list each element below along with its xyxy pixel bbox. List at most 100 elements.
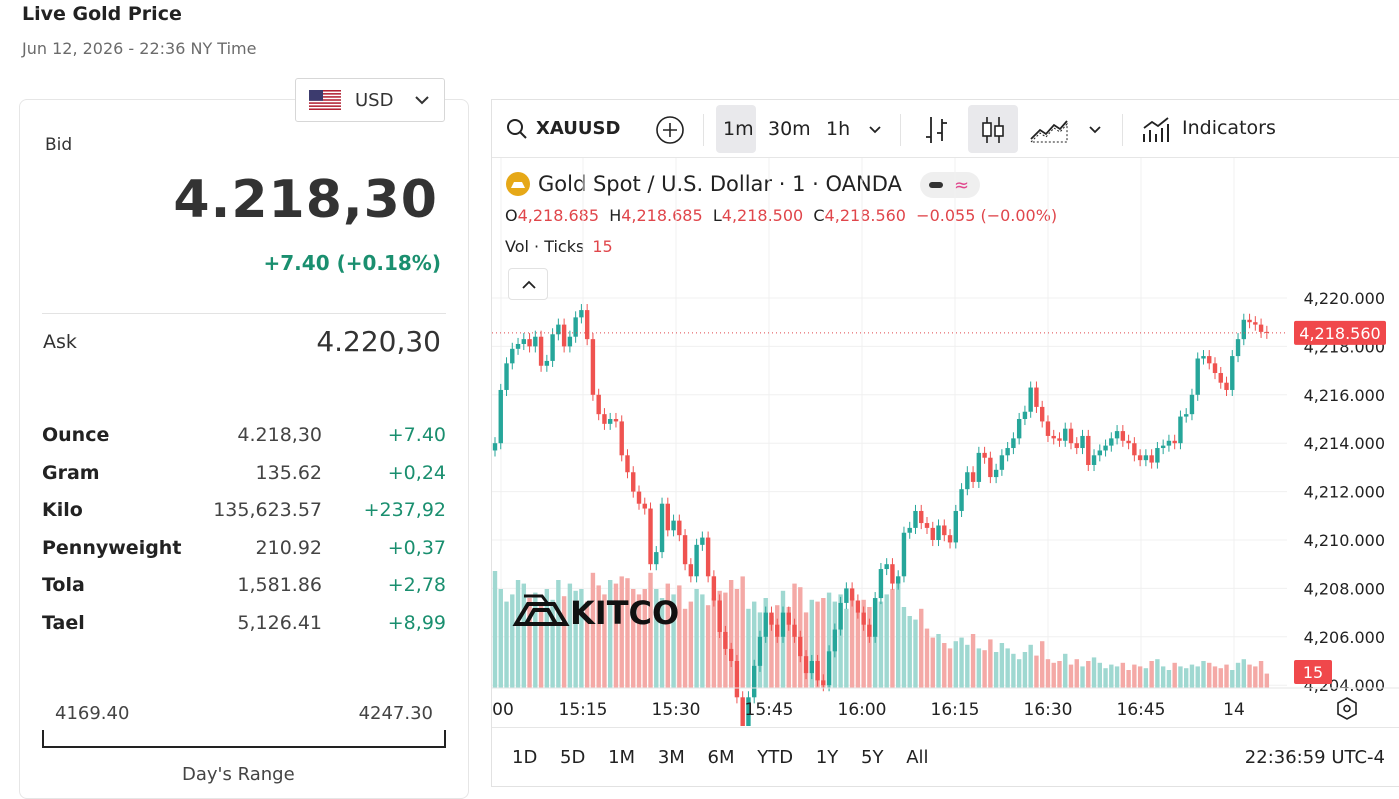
candle-body <box>515 343 521 349</box>
interval-dropdown-icon[interactable] <box>868 123 882 137</box>
bottom-divider <box>492 727 1399 728</box>
y-tick-label: 4,216.000 <box>1304 386 1385 405</box>
interval-1h[interactable]: 1h <box>826 118 851 140</box>
indicators-button[interactable]: Indicators <box>1142 114 1292 146</box>
volume-bar <box>809 599 814 688</box>
y-tick-label: 4,208.000 <box>1304 579 1385 598</box>
symbol-search[interactable]: XAUUSD <box>506 116 626 144</box>
symbol-label: XAUUSD <box>536 118 621 139</box>
unit-change: +7.40 <box>387 424 446 446</box>
range-tab-3m[interactable]: 3M <box>657 747 685 768</box>
volume-bar <box>953 641 958 688</box>
volume-bar <box>1224 664 1229 688</box>
volume-bar <box>510 594 515 688</box>
compare-add-icon[interactable] <box>655 115 685 145</box>
candle-body <box>976 452 982 482</box>
low-label: L <box>712 206 722 225</box>
volume-bar <box>694 589 699 688</box>
volume-bar <box>1143 668 1149 688</box>
volume-bar <box>1253 666 1258 688</box>
volume-bar <box>1028 644 1033 688</box>
volume-bar <box>890 589 895 688</box>
volume-bar <box>919 608 924 688</box>
unit-change: +237,92 <box>363 499 446 521</box>
volume-bar <box>1137 666 1143 688</box>
range-tab-6m[interactable]: 6M <box>707 747 735 768</box>
toolbar-separator <box>703 114 704 146</box>
x-tick-label: 15:30 <box>652 700 701 720</box>
interval-30m[interactable]: 30m <box>768 118 811 140</box>
candle-body <box>1103 445 1108 451</box>
candle-body <box>1132 443 1137 456</box>
volume-bar <box>1080 666 1085 688</box>
axis-settings-icon <box>1337 697 1357 720</box>
candle-body <box>855 600 861 613</box>
volume-bar <box>936 634 941 688</box>
bar-chart-type-icon[interactable] <box>923 115 949 145</box>
candle-body <box>1040 406 1045 422</box>
unit-change: +2,78 <box>387 574 446 596</box>
collapse-legend-button[interactable] <box>508 268 548 300</box>
candle-body <box>792 624 797 637</box>
volume-bar <box>642 589 647 688</box>
candle-body <box>1264 331 1270 333</box>
currency-select[interactable]: USD <box>295 78 445 122</box>
volume-bar <box>1258 661 1264 688</box>
unit-change: +8,99 <box>387 612 446 634</box>
volume-bar <box>515 580 521 688</box>
volume-bar <box>1160 666 1166 688</box>
divider <box>42 313 446 314</box>
range-tab-ytd[interactable]: YTD <box>757 747 794 768</box>
volume-bar <box>654 589 659 688</box>
candle-body <box>763 612 768 637</box>
candle-body <box>1057 438 1062 441</box>
candle-body <box>1068 428 1074 444</box>
volume-bar <box>815 601 820 688</box>
range-tab-1y[interactable]: 1Y <box>815 747 839 768</box>
chart-type-dropdown-icon[interactable] <box>1088 123 1102 137</box>
x-tick-label: 16:00 <box>838 700 887 720</box>
volume-bar <box>844 608 849 688</box>
instrument-title: Gold Spot / U.S. Dollar · 1 · OANDA <box>538 172 902 196</box>
candle-body <box>527 339 532 347</box>
volume-bar <box>596 585 601 688</box>
candle-body <box>775 624 780 637</box>
volume-bar <box>861 599 866 688</box>
volume-bar <box>700 594 705 688</box>
volume-bar <box>705 605 711 688</box>
range-tab-5d[interactable]: 5D <box>560 747 586 768</box>
range-tab-1m[interactable]: 1M <box>608 747 636 768</box>
area-chart-type-icon[interactable] <box>1030 117 1068 143</box>
candle-body <box>1109 438 1114 446</box>
volume-bar <box>1235 662 1241 688</box>
open-label: O <box>505 206 518 225</box>
candle-body <box>1016 419 1022 439</box>
candle-chart-type-icon[interactable] <box>980 115 1006 145</box>
volume-bar <box>752 601 757 688</box>
candle-body <box>521 339 526 344</box>
candle-body <box>1212 363 1218 374</box>
range-tab-all[interactable]: All <box>906 747 929 768</box>
candle-body <box>1114 431 1120 439</box>
volume-bar <box>1264 673 1270 688</box>
low-value: 4,218.500 <box>721 206 804 225</box>
candle-body <box>1235 339 1241 357</box>
x-tick-label: 00 <box>492 700 514 720</box>
candle-body <box>1011 438 1016 449</box>
last-volume-tag <box>1294 660 1332 684</box>
price-chart[interactable]: 4,202.0004,204.0004,206.0004,208.0004,21… <box>492 158 1399 726</box>
volume-bar <box>1120 662 1126 688</box>
candle-body <box>492 443 498 451</box>
volume-bar <box>1201 661 1206 688</box>
candle-body <box>826 651 832 686</box>
interval-1m[interactable]: 1m <box>723 118 754 140</box>
candle-body <box>1051 435 1056 439</box>
candle-body <box>803 656 809 674</box>
range-tab-5y[interactable]: 5Y <box>861 747 884 768</box>
candle-body <box>631 472 636 492</box>
range-tab-1d[interactable]: 1D <box>512 747 538 768</box>
candle-body <box>1195 358 1200 395</box>
unit-price: 4.218,30 <box>237 424 322 446</box>
unit-name: Pennyweight <box>42 537 182 559</box>
volume-bar <box>492 571 498 688</box>
